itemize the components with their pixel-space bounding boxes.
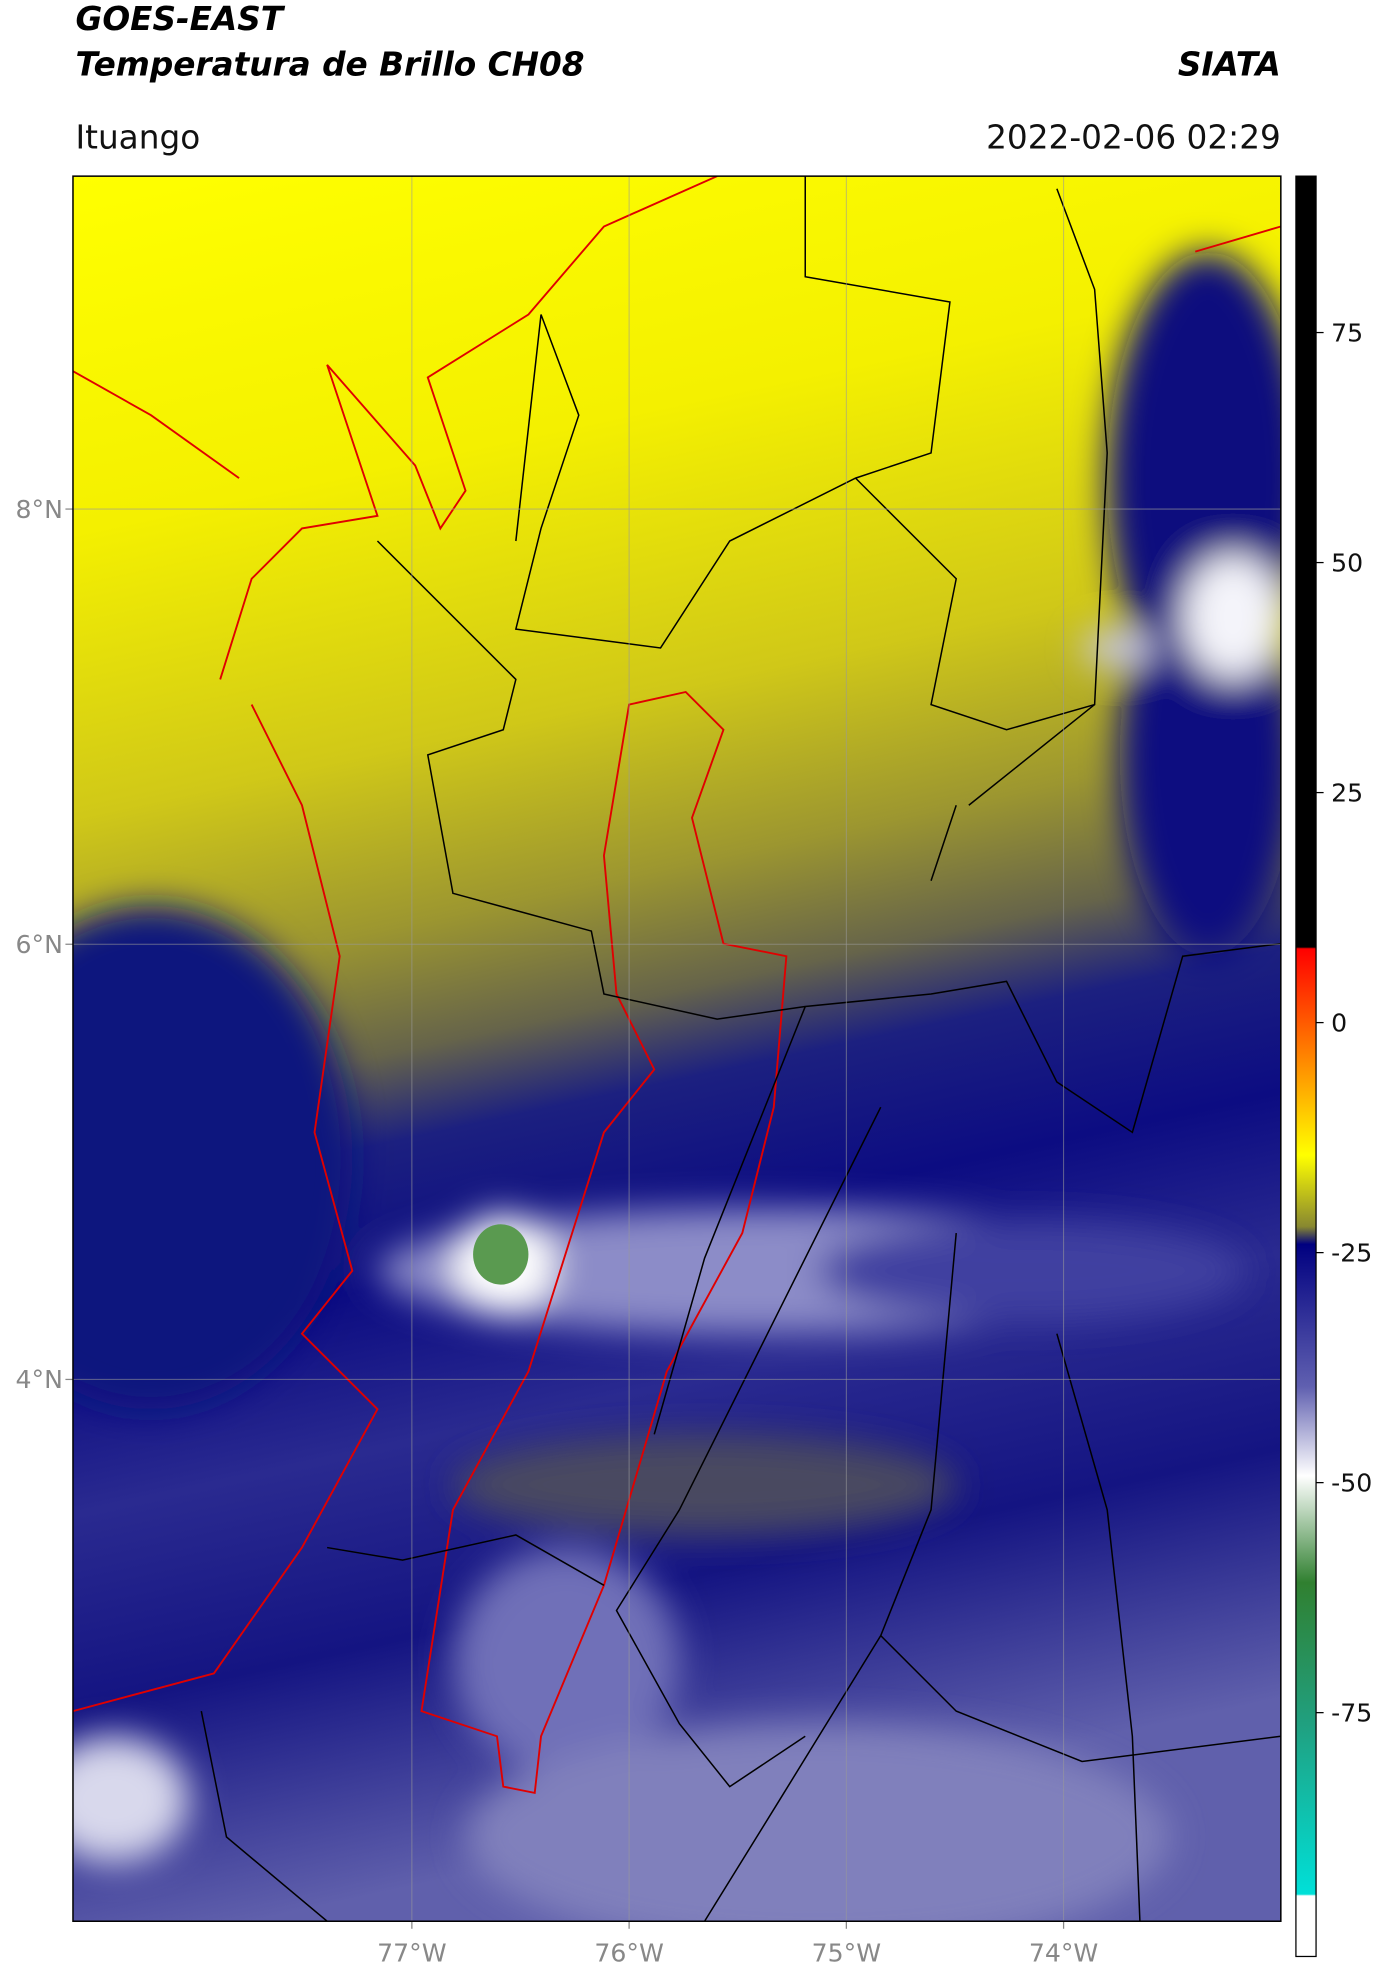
colorbar-tick-label: 0 bbox=[1331, 1008, 1347, 1037]
colorbar-tick-label: 75 bbox=[1331, 318, 1363, 347]
title-line1: GOES-EAST bbox=[75, 0, 285, 38]
colorbar-tick-label: -75 bbox=[1331, 1698, 1372, 1727]
colorbar-tick-label: -50 bbox=[1331, 1468, 1372, 1497]
graticule bbox=[65, 176, 1281, 1929]
lon-tick-label: 76°W bbox=[594, 1938, 664, 1967]
lon-tick-label: 74°W bbox=[1029, 1938, 1099, 1967]
colorbar-tick-label: 25 bbox=[1331, 778, 1363, 807]
map-frame bbox=[72, 175, 1282, 1922]
lat-tick-label: 6°N bbox=[16, 930, 63, 959]
lat-tick-label: 4°N bbox=[16, 1365, 63, 1394]
colorbar-tick-label: 50 bbox=[1331, 548, 1363, 577]
colorbar bbox=[1295, 175, 1317, 1958]
location: Ituango bbox=[75, 118, 200, 156]
lon-tick-label: 75°W bbox=[812, 1938, 882, 1967]
colorbar-tick-label: -25 bbox=[1331, 1238, 1372, 1267]
lon-tick-label: 77°W bbox=[377, 1938, 447, 1967]
timestamp: 2022-02-06 02:29 bbox=[986, 118, 1281, 156]
lat-tick-label: 8°N bbox=[16, 495, 63, 524]
map-image bbox=[72, 176, 1281, 1922]
title-line2: Temperatura de Brillo CH08 bbox=[75, 45, 584, 83]
brand: SIATA bbox=[1178, 45, 1281, 83]
